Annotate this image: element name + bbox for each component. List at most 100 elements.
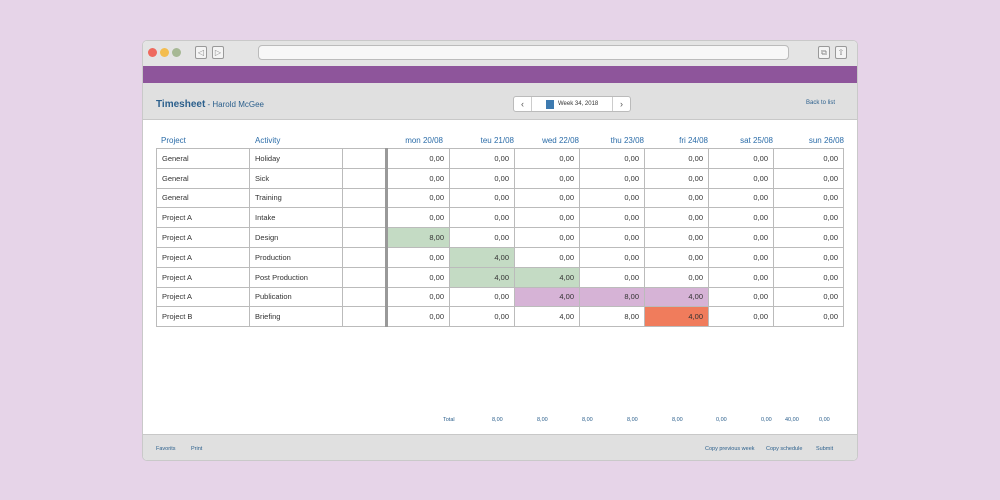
header-day: sat 25/08 bbox=[740, 136, 773, 145]
hours-input[interactable]: 0,00 bbox=[644, 167, 709, 189]
hours-input[interactable]: 0,00 bbox=[386, 266, 450, 288]
hours-input[interactable]: 0,00 bbox=[708, 187, 774, 209]
submit-button[interactable]: Submit bbox=[816, 446, 834, 452]
hours-input[interactable]: 0,00 bbox=[386, 286, 450, 308]
hours-input[interactable]: 0,00 bbox=[644, 207, 709, 229]
hours-input[interactable]: 0,00 bbox=[644, 148, 709, 169]
hours-input[interactable]: 0,00 bbox=[386, 148, 450, 169]
hours-input[interactable]: 0,00 bbox=[579, 246, 645, 268]
total-value: 8,00 bbox=[582, 417, 593, 423]
note-cell[interactable] bbox=[342, 306, 388, 328]
tabs-icon[interactable]: ⧉ bbox=[818, 46, 830, 59]
hours-input[interactable]: 0,00 bbox=[708, 148, 774, 169]
project-cell: General bbox=[156, 148, 250, 169]
forward-arrow-icon[interactable]: ▷ bbox=[212, 46, 224, 59]
hours-input[interactable]: 0,00 bbox=[579, 167, 645, 189]
hours-input[interactable]: 0,00 bbox=[579, 187, 645, 209]
hours-input[interactable]: 4,00 bbox=[449, 246, 515, 268]
hours-input[interactable]: 0,00 bbox=[644, 266, 709, 288]
hours-input[interactable]: 0,00 bbox=[644, 246, 709, 268]
hours-input[interactable]: 4,00 bbox=[514, 286, 580, 308]
maximize-window-icon[interactable] bbox=[172, 48, 181, 57]
hours-input[interactable]: 4,00 bbox=[514, 306, 580, 328]
hours-input[interactable]: 0,00 bbox=[708, 286, 774, 308]
note-cell[interactable] bbox=[342, 286, 388, 308]
prev-week-button[interactable]: ‹ bbox=[521, 99, 524, 109]
hours-input[interactable]: 0,00 bbox=[514, 148, 580, 169]
favorits-button[interactable]: Favorits bbox=[156, 446, 176, 452]
note-cell[interactable] bbox=[342, 246, 388, 268]
total-value: 0,00 bbox=[761, 417, 772, 423]
hours-input[interactable]: 0,00 bbox=[449, 227, 515, 248]
hours-input[interactable]: 0,00 bbox=[514, 246, 580, 268]
next-week-button[interactable]: › bbox=[620, 99, 623, 109]
hours-input[interactable]: 0,00 bbox=[386, 246, 450, 268]
hours-input[interactable]: 0,00 bbox=[644, 187, 709, 209]
minimize-window-icon[interactable] bbox=[160, 48, 169, 57]
copy-schedule-button[interactable]: Copy schedule bbox=[766, 446, 803, 452]
note-cell[interactable] bbox=[342, 266, 388, 288]
table-row: General Holiday 0,00 0,00 0,00 0,00 0,00 0,00 0,… bbox=[156, 148, 844, 169]
hours-input[interactable]: 4,00 bbox=[449, 266, 515, 288]
back-arrow-icon[interactable]: ◁ bbox=[195, 46, 207, 59]
hours-input[interactable]: 4,00 bbox=[514, 266, 580, 288]
note-cell[interactable] bbox=[342, 148, 388, 169]
hours-input[interactable]: 0,00 bbox=[449, 286, 515, 308]
hours-input[interactable]: 0,00 bbox=[773, 227, 844, 248]
hours-input[interactable]: 0,00 bbox=[708, 207, 774, 229]
hours-input[interactable]: 0,00 bbox=[449, 306, 515, 328]
table-row: Project A Post Production 0,00 4,00 4,00 0,00… bbox=[156, 266, 844, 288]
note-cell[interactable] bbox=[342, 207, 388, 229]
hours-input[interactable]: 0,00 bbox=[514, 207, 580, 229]
hours-input[interactable]: 0,00 bbox=[514, 227, 580, 248]
note-cell[interactable] bbox=[342, 167, 388, 189]
hours-input[interactable]: 4,00 bbox=[644, 286, 709, 308]
close-window-icon[interactable] bbox=[148, 48, 157, 57]
hours-input[interactable]: 0,00 bbox=[514, 167, 580, 189]
hours-input[interactable]: 8,00 bbox=[579, 286, 645, 308]
note-cell[interactable] bbox=[342, 187, 388, 209]
hours-input[interactable]: 0,00 bbox=[773, 286, 844, 308]
hours-input[interactable]: 0,00 bbox=[773, 167, 844, 189]
hours-input[interactable]: 8,00 bbox=[579, 306, 645, 328]
hours-input[interactable]: 0,00 bbox=[514, 187, 580, 209]
note-cell[interactable] bbox=[342, 227, 388, 248]
hours-input[interactable]: 0,00 bbox=[773, 148, 844, 169]
hours-input[interactable]: 0,00 bbox=[449, 207, 515, 229]
hours-input[interactable]: 0,00 bbox=[449, 187, 515, 209]
hours-input[interactable]: 0,00 bbox=[386, 187, 450, 209]
hours-input[interactable]: 0,00 bbox=[708, 167, 774, 189]
share-icon[interactable]: ⇧ bbox=[835, 46, 847, 59]
grand-total: 40,00 bbox=[785, 417, 799, 423]
hours-input[interactable]: 8,00 bbox=[386, 227, 450, 248]
hours-input[interactable]: 0,00 bbox=[708, 266, 774, 288]
activity-cell: Holiday bbox=[249, 148, 343, 169]
hours-input[interactable]: 0,00 bbox=[708, 306, 774, 328]
activity-cell: Production bbox=[249, 246, 343, 268]
hours-input[interactable]: 0,00 bbox=[386, 306, 450, 328]
hours-input[interactable]: 4,00 bbox=[644, 306, 709, 328]
hours-input[interactable]: 0,00 bbox=[579, 207, 645, 229]
hours-input[interactable]: 0,00 bbox=[773, 187, 844, 209]
hours-input[interactable]: 0,00 bbox=[708, 227, 774, 248]
address-bar[interactable] bbox=[258, 45, 789, 60]
hours-input[interactable]: 0,00 bbox=[773, 207, 844, 229]
hours-input[interactable]: 0,00 bbox=[773, 246, 844, 268]
back-to-list-link[interactable]: Back to list bbox=[805, 100, 835, 106]
hours-input[interactable]: 0,00 bbox=[644, 227, 709, 248]
hours-input[interactable]: 0,00 bbox=[579, 266, 645, 288]
hours-input[interactable]: 0,00 bbox=[449, 167, 515, 189]
page-title: Timesheet - Harold McGee bbox=[156, 99, 264, 110]
hours-input[interactable]: 0,00 bbox=[449, 148, 515, 169]
hours-input[interactable]: 0,00 bbox=[386, 167, 450, 189]
copy-previous-week-button[interactable]: Copy previous week bbox=[705, 446, 755, 452]
week-picker[interactable]: Week 34, 2018 bbox=[531, 97, 613, 111]
hours-input[interactable]: 0,00 bbox=[773, 306, 844, 328]
hours-input[interactable]: 0,00 bbox=[708, 246, 774, 268]
hours-input[interactable]: 0,00 bbox=[773, 266, 844, 288]
total-value: 8,00 bbox=[492, 417, 503, 423]
print-button[interactable]: Print bbox=[191, 446, 203, 452]
hours-input[interactable]: 0,00 bbox=[579, 148, 645, 169]
hours-input[interactable]: 0,00 bbox=[386, 207, 450, 229]
hours-input[interactable]: 0,00 bbox=[579, 227, 645, 248]
